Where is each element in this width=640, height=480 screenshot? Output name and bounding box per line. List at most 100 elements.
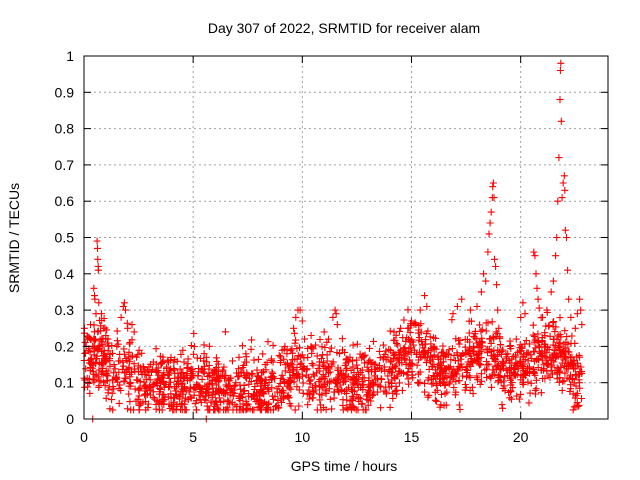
data-point <box>321 344 329 351</box>
data-point <box>379 341 387 349</box>
data-point <box>141 391 149 399</box>
data-point <box>100 378 108 386</box>
data-point <box>220 374 228 382</box>
data-point <box>434 353 442 361</box>
data-point <box>465 329 473 337</box>
data-point <box>85 375 93 383</box>
data-point <box>575 351 583 359</box>
data-point <box>179 369 187 377</box>
data-point <box>329 358 337 366</box>
data-point <box>180 358 188 366</box>
data-point <box>570 379 578 387</box>
data-point <box>268 392 276 400</box>
data-point <box>247 345 255 353</box>
data-point <box>506 342 514 350</box>
data-point <box>506 372 513 380</box>
data-point <box>292 336 300 344</box>
data-point <box>530 248 538 256</box>
data-point <box>158 359 166 366</box>
y-tick-label: 0.9 <box>55 84 75 100</box>
data-point <box>184 377 191 385</box>
data-point <box>124 324 132 332</box>
data-point <box>417 353 424 361</box>
data-point <box>115 399 123 407</box>
data-point <box>317 406 325 414</box>
data-point <box>543 306 551 314</box>
data-point <box>105 342 113 350</box>
data-point <box>376 354 384 362</box>
data-point <box>455 401 463 409</box>
data-point <box>553 234 561 241</box>
data-point <box>131 385 139 393</box>
data-point <box>166 383 174 390</box>
y-tick-label: 0.7 <box>55 157 75 173</box>
data-point <box>466 350 474 358</box>
data-point <box>382 347 390 355</box>
data-point <box>392 364 400 372</box>
data-point <box>466 306 474 314</box>
data-point <box>156 406 163 414</box>
data-point <box>519 362 527 370</box>
data-point <box>416 334 423 341</box>
data-point <box>239 393 247 401</box>
scatter-points <box>80 59 586 423</box>
data-point <box>468 317 475 325</box>
data-point <box>466 338 474 346</box>
data-point <box>320 381 328 388</box>
data-point <box>506 394 514 402</box>
data-point <box>563 234 570 241</box>
data-point <box>433 397 441 405</box>
data-point <box>304 401 312 409</box>
data-point <box>149 358 157 366</box>
data-point <box>126 380 134 388</box>
data-point <box>308 343 316 351</box>
data-point <box>205 342 213 350</box>
data-point <box>561 369 569 377</box>
data-point <box>379 355 387 363</box>
data-point <box>177 388 185 396</box>
data-point <box>382 383 390 391</box>
data-point <box>121 350 128 358</box>
data-point <box>250 386 258 393</box>
data-point <box>152 345 160 353</box>
data-point <box>133 376 141 384</box>
data-point <box>566 388 574 395</box>
data-point <box>556 67 564 74</box>
data-point <box>313 369 320 377</box>
data-point <box>530 368 538 376</box>
data-point <box>180 375 188 383</box>
data-point <box>187 394 195 402</box>
data-point <box>309 361 317 369</box>
data-point <box>325 335 332 343</box>
data-point <box>404 324 412 332</box>
data-point <box>239 364 247 372</box>
data-point <box>275 403 283 411</box>
data-point <box>462 365 470 373</box>
data-point <box>446 378 454 386</box>
data-point <box>353 361 361 369</box>
data-point <box>115 357 123 365</box>
data-point <box>315 377 323 385</box>
data-point <box>128 321 136 329</box>
data-point <box>386 403 394 411</box>
data-point <box>277 357 285 364</box>
data-point <box>293 370 301 378</box>
data-point <box>183 364 191 372</box>
data-point <box>153 397 161 405</box>
data-point <box>516 347 524 355</box>
data-point <box>553 375 561 383</box>
data-point <box>309 394 317 402</box>
data-point <box>363 363 371 371</box>
data-point <box>190 330 198 337</box>
data-point <box>561 186 569 194</box>
data-point <box>155 390 163 398</box>
data-point <box>294 352 302 360</box>
data-point <box>197 399 205 406</box>
data-point <box>491 362 499 370</box>
data-point <box>339 346 346 354</box>
data-point <box>573 310 581 318</box>
data-point <box>208 391 216 399</box>
data-point <box>256 396 264 404</box>
data-point <box>408 368 416 376</box>
data-point <box>98 317 106 324</box>
